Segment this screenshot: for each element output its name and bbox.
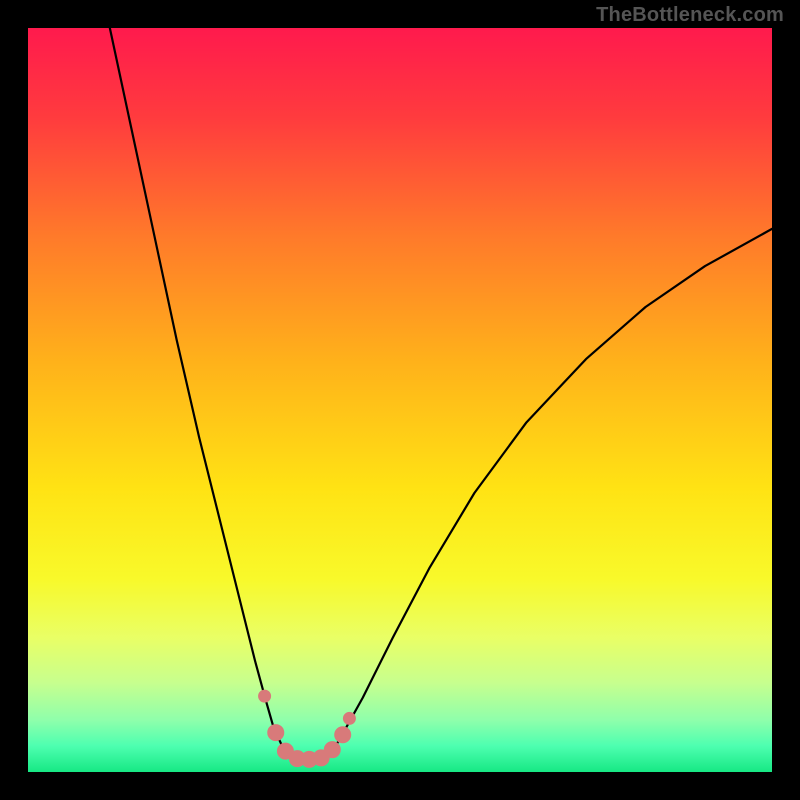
marker-point — [268, 725, 284, 741]
marker-point — [343, 712, 355, 724]
watermark-text: TheBottleneck.com — [596, 4, 784, 27]
marker-point — [324, 742, 340, 758]
canvas: TheBottleneck.com — [0, 0, 800, 800]
bottleneck-chart — [28, 28, 772, 772]
marker-point — [259, 690, 271, 702]
chart-svg — [28, 28, 772, 772]
gradient-background — [28, 28, 772, 772]
marker-point — [335, 727, 351, 743]
